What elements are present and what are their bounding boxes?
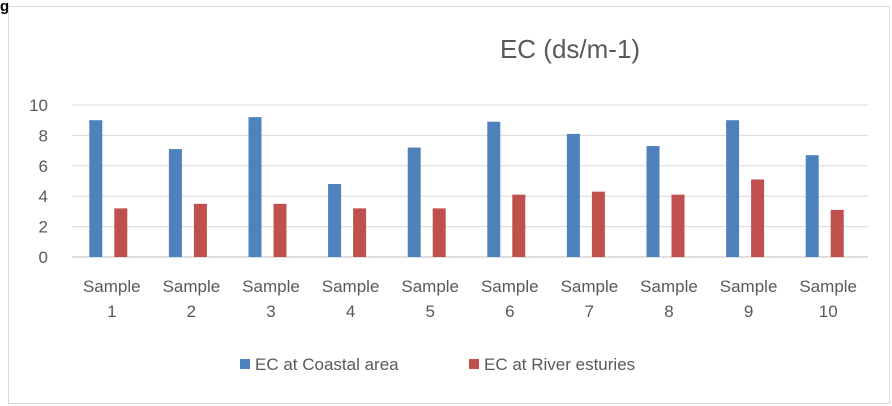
x-tick-label: Sample bbox=[163, 277, 221, 296]
legend-label: EC at River esturies bbox=[484, 355, 635, 374]
y-tick-label: 4 bbox=[39, 187, 48, 206]
bar-coastal bbox=[646, 146, 660, 257]
y-tick-label: 2 bbox=[39, 218, 48, 237]
x-tick-label: 8 bbox=[664, 302, 673, 321]
x-tick-label: 5 bbox=[425, 302, 434, 321]
bar-river bbox=[273, 203, 287, 257]
x-tick-label: 7 bbox=[585, 302, 594, 321]
x-tick-label: Sample bbox=[83, 277, 141, 296]
bar-river bbox=[193, 203, 207, 257]
y-tick-label: 0 bbox=[39, 248, 48, 267]
bar-coastal bbox=[168, 149, 182, 257]
bar-coastal bbox=[566, 133, 580, 257]
legend-swatch bbox=[469, 359, 479, 369]
x-tick-label: Sample bbox=[561, 277, 619, 296]
x-tick-label: 1 bbox=[107, 302, 116, 321]
y-tick-label: 6 bbox=[39, 157, 48, 176]
bar-coastal bbox=[328, 184, 342, 257]
x-tick-label: Sample bbox=[322, 277, 380, 296]
x-tick-label: 6 bbox=[505, 302, 514, 321]
x-tick-label: 4 bbox=[346, 302, 355, 321]
x-tick-label: Sample bbox=[481, 277, 539, 296]
x-tick-label: 9 bbox=[744, 302, 753, 321]
bar-coastal bbox=[726, 120, 740, 257]
bar-coastal bbox=[487, 121, 501, 257]
y-tick-label: 8 bbox=[39, 126, 48, 145]
x-tick-label: Sample bbox=[401, 277, 459, 296]
bar-river bbox=[751, 179, 765, 257]
x-tick-label: Sample bbox=[242, 277, 300, 296]
y-tick-label: 10 bbox=[29, 96, 48, 115]
bar-river bbox=[591, 191, 605, 257]
x-tick-label: Sample bbox=[720, 277, 778, 296]
x-tick-label: 3 bbox=[266, 302, 275, 321]
bar-coastal bbox=[805, 155, 819, 257]
x-tick-label: 10 bbox=[819, 302, 838, 321]
corner-mark: g bbox=[0, 0, 10, 15]
legend-label: EC at Coastal area bbox=[255, 355, 399, 374]
bar-coastal bbox=[248, 117, 262, 257]
bar-river bbox=[432, 208, 446, 257]
bar-coastal bbox=[89, 120, 103, 257]
x-tick-label: 2 bbox=[187, 302, 196, 321]
chart-frame bbox=[8, 6, 890, 404]
x-tick-label: Sample bbox=[799, 277, 857, 296]
bar-river bbox=[353, 208, 367, 257]
x-tick-label: Sample bbox=[640, 277, 698, 296]
bar-coastal bbox=[407, 147, 421, 257]
bar-river bbox=[114, 208, 128, 257]
bar-river bbox=[830, 209, 844, 257]
bar-river bbox=[512, 194, 526, 257]
bar-river bbox=[671, 194, 685, 257]
legend-swatch bbox=[240, 359, 250, 369]
chart-title: EC (ds/m-1) bbox=[500, 34, 640, 64]
